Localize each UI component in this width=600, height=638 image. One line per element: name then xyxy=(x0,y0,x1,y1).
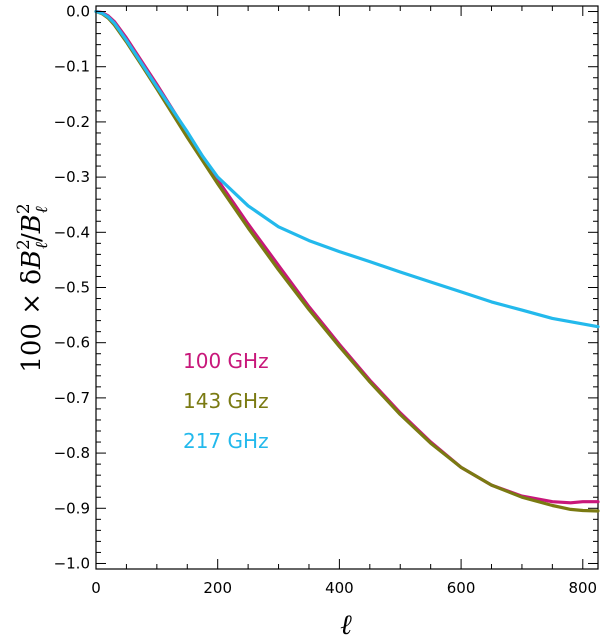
x-tick-label: 800 xyxy=(568,579,597,597)
x-tick-label: 600 xyxy=(447,579,476,597)
y-tick-label: −0.8 xyxy=(54,444,90,462)
series-line-143-ghz xyxy=(94,9,600,513)
x-axis-label: ℓ xyxy=(340,608,352,638)
y-tick-label: −0.9 xyxy=(54,499,90,517)
series-line-217-ghz xyxy=(94,9,600,329)
y-tick-label: −0.1 xyxy=(54,58,90,76)
plot-area xyxy=(95,5,599,570)
y-tick-label: −0.6 xyxy=(54,334,90,352)
series-layer xyxy=(94,9,600,513)
y-tick-label: 0.0 xyxy=(66,3,90,21)
y-tick-label: −0.2 xyxy=(54,113,90,131)
y-tick-label: −0.3 xyxy=(54,168,90,186)
legend-entry: 143 GHz xyxy=(183,389,269,413)
plot-frame xyxy=(95,5,599,570)
y-axis-label: 100 × δB2ℓ/B2ℓ xyxy=(14,203,52,372)
y-label-sub2: ℓ xyxy=(32,206,52,213)
y-tick-label: −1.0 xyxy=(54,554,90,572)
series-line-100-ghz xyxy=(94,9,600,505)
x-tick-label: 200 xyxy=(203,579,232,597)
y-label-sup2: 2 xyxy=(14,203,34,214)
x-tick-label: 400 xyxy=(325,579,354,597)
y-axis: 0.0 −0.1 −0.2 −0.3 −0.4 −0.5 −0.6 −0.7 −0.8 −0.9 −… xyxy=(54,3,598,572)
y-label-b2: B xyxy=(17,214,47,234)
x-tick-label: 0 xyxy=(91,579,101,597)
y-label-slash: / xyxy=(17,233,47,242)
y-label-b1: B xyxy=(17,250,47,270)
y-label-sub1: ℓ xyxy=(32,242,52,249)
y-label-prefix: 100 × δ xyxy=(17,269,47,373)
y-tick-label: −0.7 xyxy=(54,389,90,407)
legend-entry: 100 GHz xyxy=(183,349,269,373)
legend: 100 GHz 143 GHz 217 GHz xyxy=(183,349,269,453)
x-axis: 0 200 400 600 800 xyxy=(91,6,597,597)
y-tick-label: −0.4 xyxy=(54,223,90,241)
legend-entry: 217 GHz xyxy=(183,429,269,453)
y-label-sup1: 2 xyxy=(14,239,34,250)
y-tick-label: −0.5 xyxy=(54,279,90,297)
